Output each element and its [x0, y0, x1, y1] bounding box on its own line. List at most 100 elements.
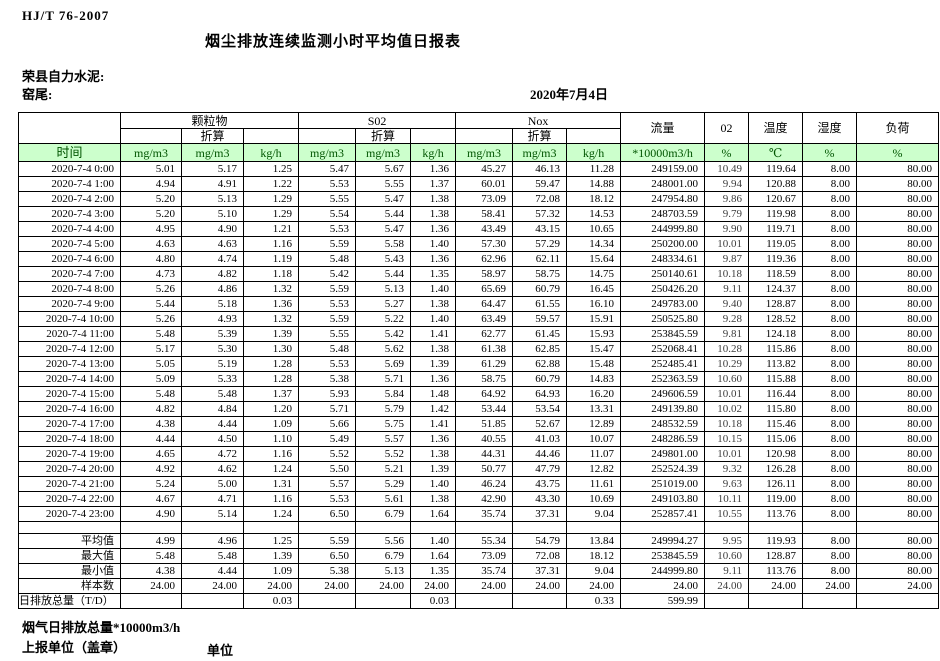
table-row: 2020-7-4 2:00 5.20 5.13 1.29 5.55 5.47 1.38 73.… [18, 191, 940, 207]
unit-cell: mg/m3 [298, 143, 357, 162]
value-cell: 247954.80 [620, 191, 706, 207]
value-cell: 5.00 [181, 476, 244, 492]
header-temperature: 温度 [748, 112, 804, 144]
value-cell: 35.74 [455, 506, 514, 522]
spacer-row [18, 521, 940, 534]
value-cell: 80.00 [856, 221, 940, 237]
value-cell: 5.44 [355, 206, 412, 222]
empty-cell [298, 521, 357, 534]
table-row: 2020-7-4 3:00 5.20 5.10 1.29 5.54 5.44 1.38 58.… [18, 206, 940, 222]
value-cell: 5.53 [298, 356, 357, 372]
value-cell: 72.08 [512, 191, 568, 207]
value-cell: 1.39 [410, 356, 457, 372]
value-cell: 120.88 [748, 176, 804, 192]
value-cell: 14.34 [566, 236, 622, 252]
value-cell: 54.79 [512, 533, 568, 549]
value-cell: 5.75 [355, 416, 412, 432]
value-cell: 4.82 [181, 266, 244, 282]
value-cell: 4.63 [120, 236, 182, 252]
value-cell: 13.31 [566, 401, 622, 417]
value-cell: 5.53 [298, 296, 357, 312]
time-cell: 2020-7-4 9:00 [18, 296, 121, 312]
table-row: 2020-7-4 14:00 5.09 5.33 1.28 5.38 5.71 1.36 58… [18, 371, 940, 387]
empty-cell [181, 521, 244, 534]
value-cell: 80.00 [856, 326, 940, 342]
value-cell: 24.00 [455, 578, 514, 594]
table-row: 2020-7-4 9:00 5.44 5.18 1.36 5.53 5.27 1.38 64.… [18, 296, 940, 312]
value-cell: 1.16 [242, 491, 300, 507]
value-cell [512, 593, 568, 609]
value-cell: 80.00 [856, 476, 940, 492]
value-cell: 59.47 [512, 176, 568, 192]
value-cell: 80.00 [856, 416, 940, 432]
value-cell: 6.50 [298, 548, 357, 564]
summary-row: 日排放总量（T/D） 0.03 0.03 0.33 599.99 [18, 593, 940, 609]
value-cell: 5.24 [120, 476, 182, 492]
value-cell: 1.16 [242, 446, 300, 462]
value-cell: 4.90 [120, 506, 182, 522]
value-cell: 5.55 [298, 191, 357, 207]
value-cell: 11.28 [566, 161, 622, 177]
value-cell: 5.58 [355, 236, 412, 252]
time-cell: 2020-7-4 6:00 [18, 251, 121, 267]
value-cell: 16.20 [566, 386, 622, 402]
value-cell: 5.13 [181, 191, 244, 207]
table-row: 2020-7-4 21:00 5.24 5.00 1.31 5.57 5.29 1.40 46… [18, 476, 940, 492]
value-cell: 1.38 [410, 341, 457, 357]
reporting-unit-label: 上报单位（盖章） [22, 640, 127, 655]
value-cell: 24.00 [355, 578, 412, 594]
value-cell: 24.00 [298, 578, 357, 594]
value-cell: 1.41 [410, 416, 457, 432]
value-cell: 44.31 [455, 446, 514, 462]
value-cell: 8.00 [802, 311, 858, 327]
value-cell: 65.69 [455, 281, 514, 297]
value-cell: 1.19 [242, 251, 300, 267]
value-cell: 1.10 [242, 431, 300, 447]
value-cell: 1.09 [242, 563, 300, 579]
value-cell: 0.33 [566, 593, 622, 609]
table-row: 2020-7-4 16:00 4.82 4.84 1.20 5.71 5.79 1.42 53… [18, 401, 940, 417]
standard-number: HJ/T 76-2007 [22, 8, 110, 23]
value-cell: 1.24 [242, 461, 300, 477]
value-cell: 64.47 [455, 296, 514, 312]
value-cell: 80.00 [856, 161, 940, 177]
value-cell: 8.00 [802, 401, 858, 417]
value-cell: 12.89 [566, 416, 622, 432]
value-cell: 5.50 [298, 461, 357, 477]
value-cell: 1.21 [242, 221, 300, 237]
value-cell: 1.48 [410, 386, 457, 402]
value-cell: 43.30 [512, 491, 568, 507]
value-cell: 80.00 [856, 401, 940, 417]
value-cell: 1.36 [410, 251, 457, 267]
value-cell: 10.15 [704, 431, 750, 447]
value-cell: 1.09 [242, 416, 300, 432]
summary-label: 样本数 [18, 578, 121, 594]
value-cell: 10.29 [704, 356, 750, 372]
value-cell: 8.00 [802, 356, 858, 372]
table-row: 2020-7-4 19:00 4.65 4.72 1.16 5.52 5.52 1.38 44… [18, 446, 940, 462]
value-cell: 1.35 [410, 266, 457, 282]
value-cell: 5.71 [298, 401, 357, 417]
value-cell [748, 593, 804, 609]
subheader-row: 折算 折算 折算 [19, 128, 939, 144]
value-cell: 46.24 [455, 476, 514, 492]
value-cell: 6.79 [355, 506, 412, 522]
value-cell: 4.44 [181, 563, 244, 579]
value-cell: 5.84 [355, 386, 412, 402]
value-cell: 11.61 [566, 476, 622, 492]
value-cell: 5.20 [120, 206, 182, 222]
value-cell: 126.11 [748, 476, 804, 492]
value-cell: 8.00 [802, 506, 858, 522]
value-cell: 55.34 [455, 533, 514, 549]
table-row: 2020-7-4 7:00 4.73 4.82 1.18 5.42 5.44 1.35 58.… [18, 266, 940, 282]
value-cell: 119.71 [748, 221, 804, 237]
value-cell: 5.55 [355, 176, 412, 192]
value-cell: 9.32 [704, 461, 750, 477]
value-cell: 8.00 [802, 416, 858, 432]
value-cell: 51.85 [455, 416, 514, 432]
time-cell: 2020-7-4 17:00 [18, 416, 121, 432]
value-cell: 15.91 [566, 311, 622, 327]
value-cell: 244999.80 [620, 563, 706, 579]
value-cell: 80.00 [856, 356, 940, 372]
value-cell: 63.49 [455, 311, 514, 327]
